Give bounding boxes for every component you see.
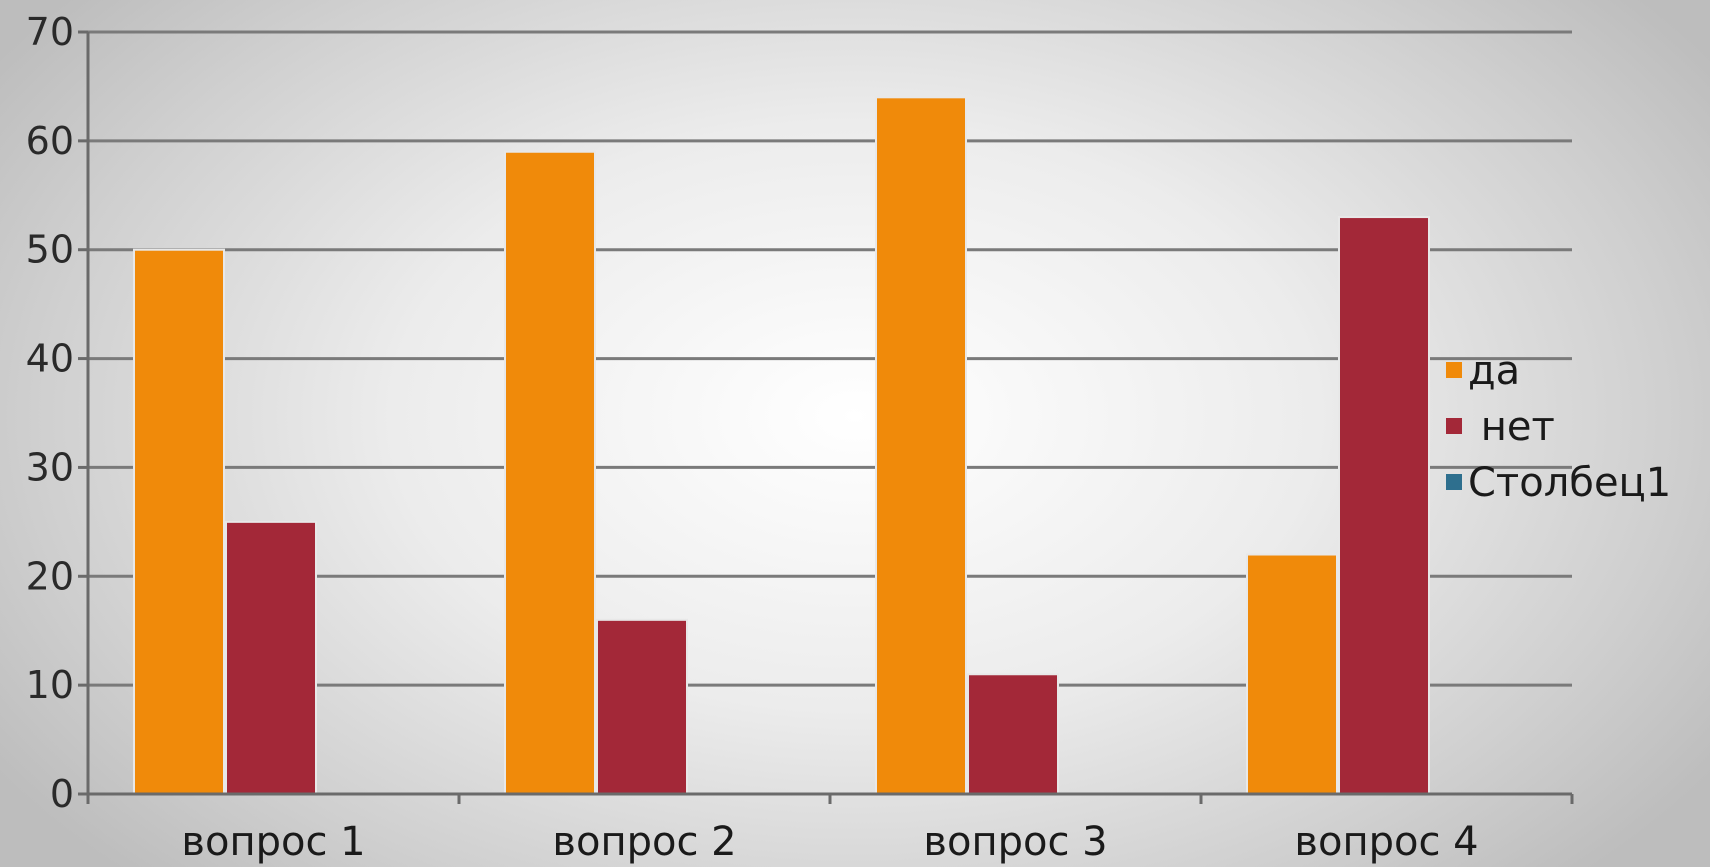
y-tick-label: 10 bbox=[26, 663, 74, 707]
x-category-label: вопрос 3 bbox=[923, 819, 1107, 865]
bar-нет-2 bbox=[596, 618, 688, 795]
x-category-label: вопрос 1 bbox=[181, 819, 365, 865]
legend-label: да bbox=[1468, 348, 1520, 394]
y-tick-label: 40 bbox=[26, 337, 74, 381]
bar-да-2 bbox=[504, 150, 596, 795]
x-category-label: вопрос 4 bbox=[1294, 819, 1478, 865]
y-tick-label: 70 bbox=[26, 10, 74, 54]
legend-swatch bbox=[1446, 362, 1462, 378]
bars bbox=[133, 96, 1430, 796]
axes bbox=[86, 32, 1574, 804]
legend: да нет Столбец1 bbox=[1446, 348, 1671, 506]
legend-label: Столбец1 bbox=[1468, 460, 1671, 506]
legend-swatch bbox=[1446, 418, 1462, 434]
x-axis-labels: вопрос 1 вопрос 2 вопрос 3 вопрос 4 bbox=[181, 819, 1478, 865]
bar-нет-4 bbox=[1338, 216, 1430, 796]
bar-да-3 bbox=[875, 96, 967, 796]
y-axis-ticks: 0 10 20 30 40 50 60 70 bbox=[26, 10, 88, 816]
legend-label: нет bbox=[1468, 404, 1555, 450]
bar-нет-3 bbox=[967, 673, 1059, 795]
y-tick-label: 60 bbox=[26, 119, 74, 163]
bar-нет-1 bbox=[225, 520, 317, 795]
y-tick-label: 20 bbox=[26, 554, 74, 598]
bar-да-4 bbox=[1246, 553, 1338, 795]
gridlines bbox=[88, 30, 1572, 687]
legend-swatch bbox=[1446, 474, 1462, 490]
y-tick-label: 50 bbox=[26, 228, 74, 272]
y-tick-label: 30 bbox=[26, 445, 74, 489]
y-tick-label: 0 bbox=[50, 772, 74, 816]
x-category-label: вопрос 2 bbox=[552, 819, 736, 865]
bar-да-1 bbox=[133, 248, 225, 795]
